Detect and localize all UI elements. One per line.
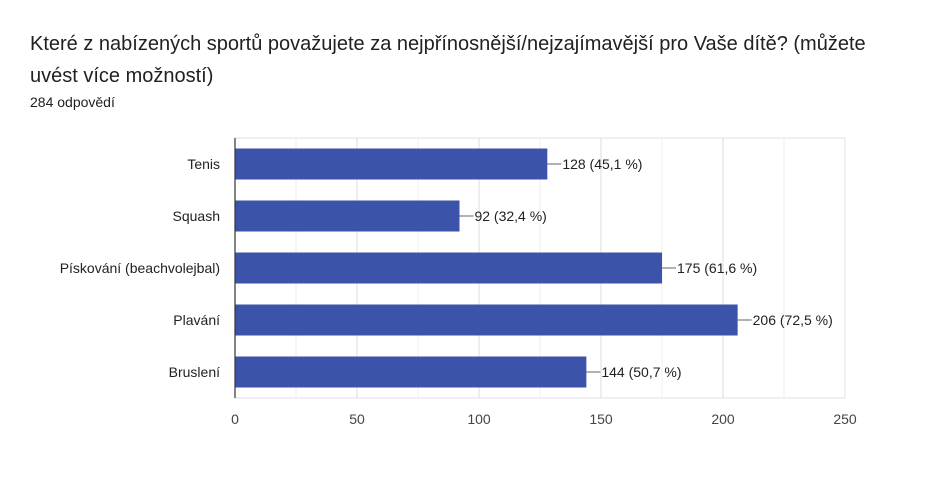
response-count: 284 odpovědí	[30, 94, 115, 110]
x-tick-label: 100	[467, 411, 491, 427]
x-tick-label: 0	[231, 411, 239, 427]
x-tick-label: 200	[711, 411, 735, 427]
bar	[235, 356, 587, 388]
data-label: 128 (45,1 %)	[562, 156, 642, 172]
data-label: 175 (61,6 %)	[677, 260, 757, 276]
bar	[235, 304, 738, 336]
bar	[235, 148, 548, 180]
category-label: Pískování (beachvolejbal)	[60, 260, 220, 276]
x-tick-label: 150	[589, 411, 613, 427]
x-tick-label: 50	[349, 411, 365, 427]
category-label: Tenis	[187, 156, 220, 172]
x-tick-label: 250	[833, 411, 857, 427]
category-label: Bruslení	[169, 364, 220, 380]
bar	[235, 200, 460, 232]
data-label: 92 (32,4 %)	[474, 208, 546, 224]
data-label: 144 (50,7 %)	[601, 364, 681, 380]
data-label: 206 (72,5 %)	[753, 312, 833, 328]
category-label: Squash	[173, 208, 220, 224]
category-label: Plavání	[173, 312, 220, 328]
question-title: Které z nabízených sportů považujete za …	[30, 33, 866, 87]
bar	[235, 252, 662, 284]
